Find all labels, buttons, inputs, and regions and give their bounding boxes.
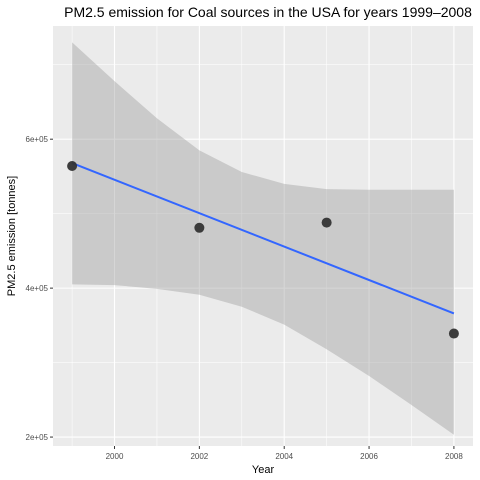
chart-title: PM2.5 emission for Coal sources in the U… — [64, 4, 472, 20]
data-point — [448, 328, 459, 339]
x-tick-label: 2004 — [275, 452, 293, 461]
data-point — [321, 217, 332, 228]
y-tick-label: 2e+05 — [26, 433, 49, 442]
y-tick-label: 6e+05 — [26, 135, 49, 144]
data-point — [67, 161, 78, 171]
grid-minor — [53, 26, 473, 446]
grid-major — [53, 26, 473, 446]
x-tick-label: 2000 — [106, 452, 124, 461]
x-tick-label: 2008 — [445, 452, 463, 461]
x-tick-label: 2002 — [190, 452, 208, 461]
plot-panel — [53, 26, 473, 446]
y-tick-label: 4e+05 — [26, 284, 49, 293]
y-axis-title: PM2.5 emission [tonnes] — [6, 176, 18, 296]
x-axis-title: Year — [252, 464, 275, 476]
x-axis: 2000 2002 2004 2006 2008 — [106, 446, 463, 461]
data-point — [194, 222, 205, 233]
y-axis: 2e+05 4e+05 6e+05 — [26, 135, 53, 442]
trend-line — [71, 162, 455, 315]
x-tick-label: 2006 — [360, 452, 378, 461]
data-points — [67, 161, 459, 339]
